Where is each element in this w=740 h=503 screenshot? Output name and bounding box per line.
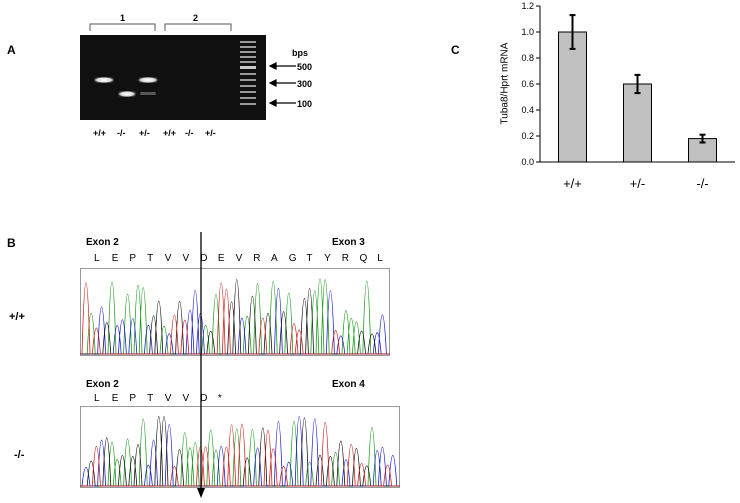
amino-acid: V [164,393,172,404]
exon-3-label: Exon 3 [332,237,365,248]
panel-c-label: C [451,43,460,57]
x-tick-label: +/+ [563,176,582,191]
y-tick-label: 0.6 [521,79,534,89]
bar-chart: 0.0 0.2 0.4 0.6 0.8 1.0 1.2 [521,1,735,167]
trace-line [80,415,400,487]
amino-acid: T [147,253,154,264]
amino-acid: Y [324,253,331,264]
trace-frame [80,406,400,488]
gel-unit-label: bps [292,48,309,58]
amino-acid: P [129,393,137,404]
lane-label-6: +/- [205,128,216,138]
amino-acid: V [235,253,243,264]
gel-brackets [89,23,232,31]
amino-acid: G [288,253,297,264]
band-wt [94,77,114,83]
y-tick-label: 1.2 [521,1,534,11]
panel-a-label: A [7,43,16,57]
marker-arrows [268,62,296,107]
amino-acid: D [200,253,208,264]
genotype-wt-label: +/+ [9,311,25,323]
lane-label-4: +/+ [163,128,177,138]
amino-acid: L [94,253,100,264]
amino-acid: E [111,393,119,404]
lane-label-2: -/- [117,128,126,138]
marker-300-label: 300 [297,79,313,89]
amino-acid: T [306,253,313,264]
y-tick-label: 0.2 [521,131,534,141]
amino-acid: V [182,393,190,404]
bar [558,31,587,163]
exon-4-label: Exon 4 [332,379,365,390]
bar [623,83,652,163]
panel-b-label: B [7,236,16,250]
genotype-ko-label: -/- [14,449,25,461]
amino-acid: E [217,253,225,264]
gel-group-2-label: 2 [193,13,199,23]
amino-acid: L [377,253,383,264]
amino-acid: V [164,253,172,264]
amino-acid: P [129,253,137,264]
lane-label-5: -/- [185,128,194,138]
trace-line [80,418,400,487]
amino-acid: D [200,393,208,404]
band-het-upper [138,77,158,83]
y-tick-label: 0.8 [521,53,534,63]
amino-acid: L [94,393,100,404]
trace-line [80,416,400,487]
trace-line [80,287,390,355]
amino-acid: T [147,393,154,404]
junction-arrow [197,232,205,498]
x-tick-label: +/- [629,176,646,191]
trace-line [80,282,390,355]
exon-2-top-label: Exon 2 [86,237,119,248]
exon-2-bottom-label: Exon 2 [86,379,119,390]
lane-label-1: +/+ [93,128,107,138]
y-tick-label: 0.0 [521,157,534,167]
amino-acid: R [253,253,261,264]
chromatogram-wt [80,268,390,356]
amino-acid: V [182,253,190,264]
gel-group-1-label: 1 [120,13,126,23]
band-ko [118,91,136,97]
amino-acid: Q [359,253,368,264]
gel-image [80,35,266,120]
trace-line [80,278,390,355]
chromatogram-ko [80,406,400,488]
trace-line [80,421,400,487]
lane-label-3: +/- [139,128,150,138]
amino-acids-bottom: L E P T V V D * [80,393,222,407]
marker-100-label: 100 [297,99,313,109]
marker-500-label: 500 [297,62,313,72]
x-tick-label: -/- [696,176,709,191]
amino-acid: R [341,253,350,264]
band-het-lower [140,92,156,95]
y-tick-label: 0.4 [521,105,534,115]
y-tick-label: 1.0 [521,27,534,37]
amino-acid: A [271,253,278,264]
amino-acid: E [111,253,119,264]
amino-acid: * [217,393,222,404]
